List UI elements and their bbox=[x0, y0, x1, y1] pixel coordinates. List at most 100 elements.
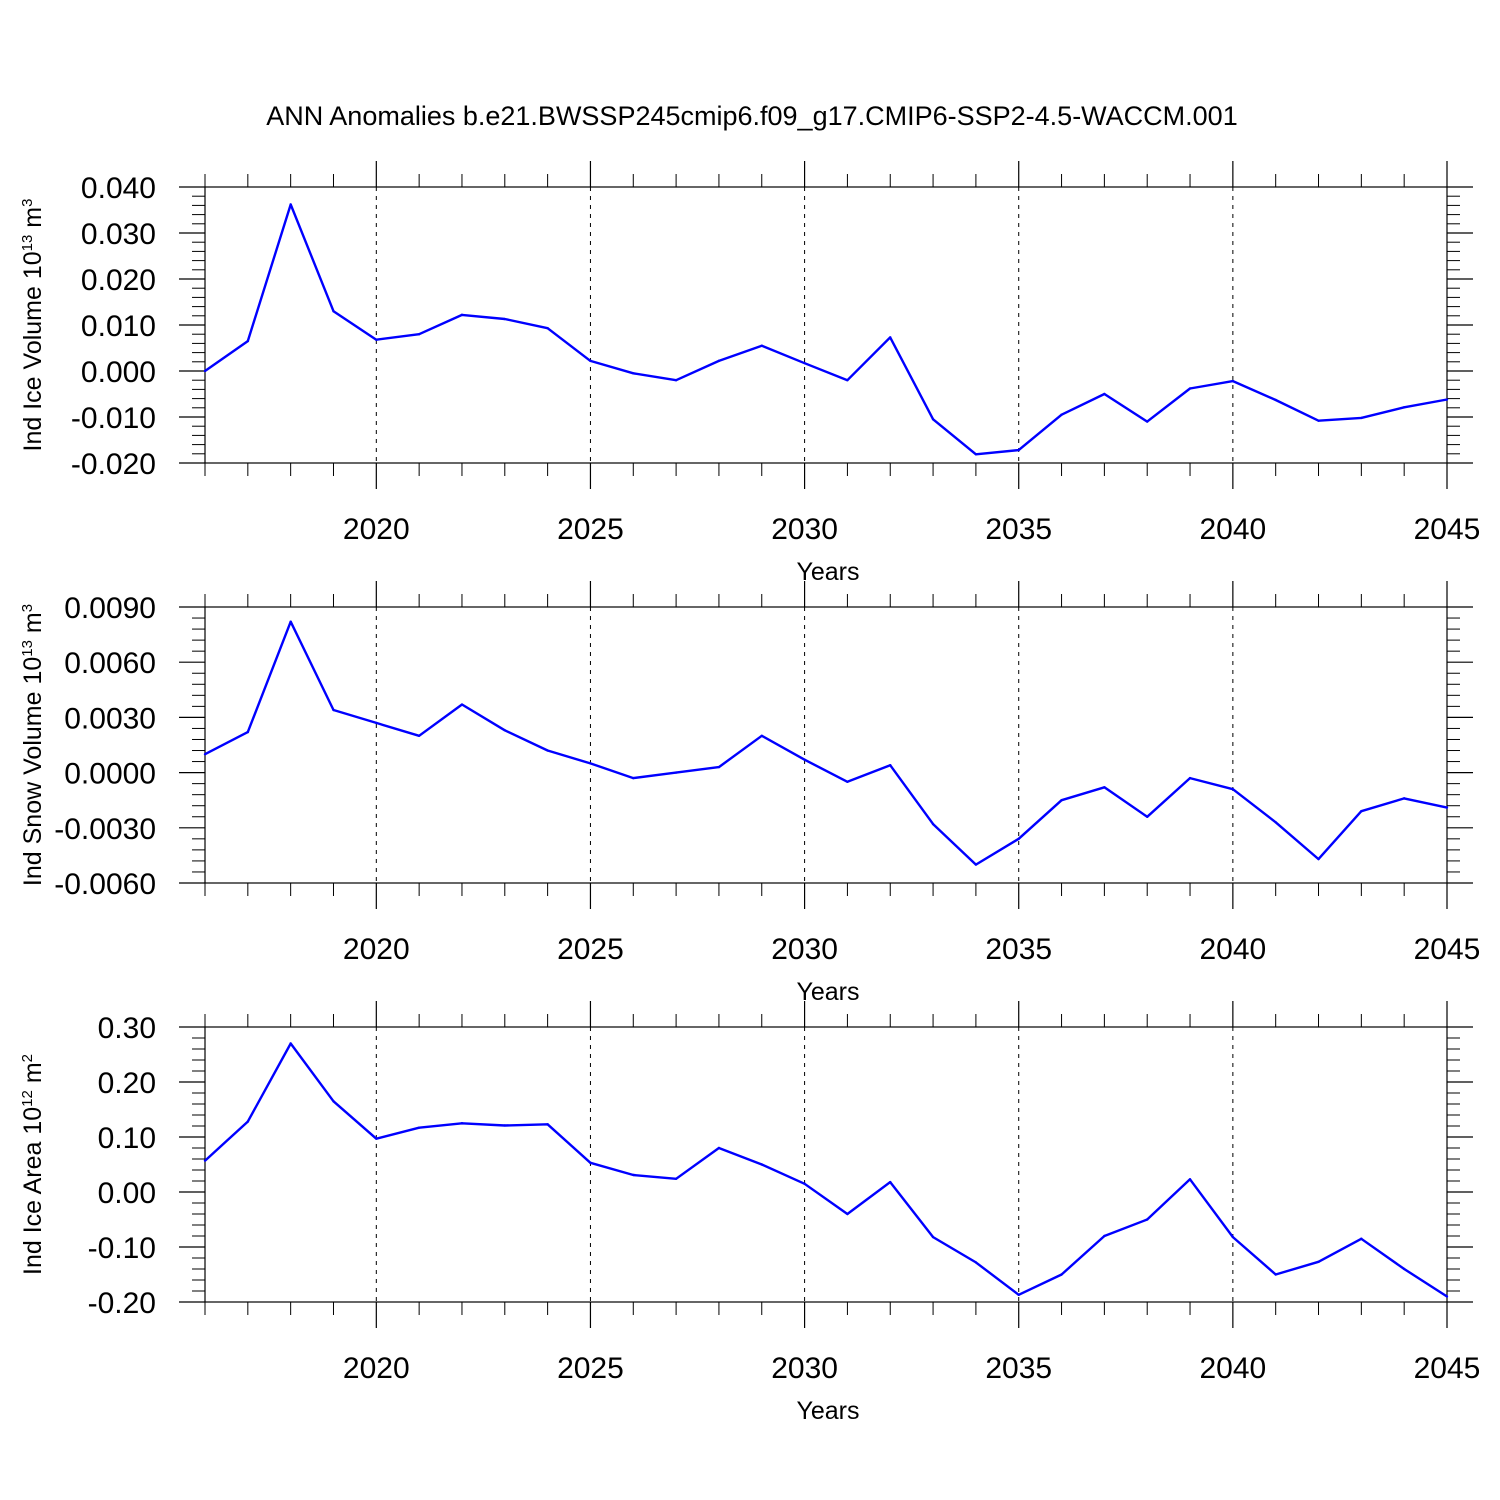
data-point-2038 bbox=[1146, 420, 1149, 423]
data-point-2017 bbox=[246, 730, 250, 734]
data-point-2023 bbox=[503, 729, 506, 732]
data-point-2042 bbox=[1317, 1260, 1320, 1264]
data-point-2037 bbox=[1103, 392, 1106, 396]
plot-frame bbox=[204, 186, 1448, 464]
ytick-label: 0.0030 bbox=[64, 702, 156, 735]
data-point-2035 bbox=[1017, 448, 1020, 452]
xtick-label: 2035 bbox=[985, 933, 1052, 966]
xtick-label: 2025 bbox=[557, 1352, 624, 1385]
data-point-2021 bbox=[417, 333, 421, 336]
data-point-2041 bbox=[1274, 1273, 1277, 1276]
data-point-2022 bbox=[460, 703, 464, 706]
data-point-2033 bbox=[931, 822, 935, 826]
data-point-2027 bbox=[674, 379, 678, 382]
data-point-2024 bbox=[546, 1123, 549, 1126]
y-axis-label-unit-exp: 3 bbox=[19, 604, 36, 612]
data-point-2036 bbox=[1060, 799, 1063, 802]
data-point-2039 bbox=[1188, 1178, 1192, 1181]
panel-3: -0.20 -0.10 0.00 0.10 0.20 0.30 2020 2025 2030 20… bbox=[19, 1001, 1480, 1425]
data-point-2021 bbox=[417, 734, 421, 737]
ytick-label: 0.040 bbox=[81, 172, 156, 205]
y-axis-label-base: Ind Snow Volume 10 bbox=[19, 657, 47, 886]
data-point-2039 bbox=[1188, 387, 1192, 390]
xtick-label: 2045 bbox=[1414, 1352, 1481, 1385]
xtick-label: 2020 bbox=[343, 933, 410, 966]
data-point-2032 bbox=[889, 336, 892, 339]
data-point-2035 bbox=[1017, 1293, 1020, 1297]
xtick-label: 2045 bbox=[1414, 933, 1481, 966]
y-axis-label-base: Ind Ice Area 10 bbox=[19, 1107, 47, 1275]
data-point-2042 bbox=[1317, 419, 1320, 422]
y-axis-label: Ind Ice Area 1012 m2 bbox=[19, 1054, 47, 1275]
data-point-2027 bbox=[674, 771, 678, 774]
data-point-2024 bbox=[546, 749, 549, 752]
ytick-label: 0.020 bbox=[81, 264, 156, 297]
data-point-2025 bbox=[589, 1161, 592, 1165]
data-point-2030 bbox=[803, 361, 806, 365]
data-point-2020 bbox=[375, 338, 378, 341]
data-point-2021 bbox=[417, 1126, 421, 1129]
data-point-2019 bbox=[332, 708, 335, 712]
data-point-2043 bbox=[1360, 1237, 1363, 1240]
panel-2: -0.0060 -0.0030 0.0000 0.0030 0.0060 0.0090 20… bbox=[19, 581, 1480, 1006]
data-point-2038 bbox=[1146, 815, 1149, 818]
data-point-2045 bbox=[1445, 1295, 1449, 1298]
data-point-2026 bbox=[632, 776, 635, 780]
data-point-2041 bbox=[1274, 398, 1277, 402]
data-point-2031 bbox=[846, 379, 849, 382]
y-axis-label-base: Ind Ice Volume 10 bbox=[19, 251, 47, 451]
data-point-2031 bbox=[846, 1212, 849, 1216]
data-point-2023 bbox=[503, 1124, 506, 1127]
xtick-label: 2025 bbox=[557, 933, 624, 966]
xtick-label: 2040 bbox=[1199, 933, 1266, 966]
data-point-2040 bbox=[1231, 1235, 1235, 1239]
xtick-label: 2035 bbox=[985, 513, 1052, 546]
data-point-2019 bbox=[332, 310, 335, 313]
x-axis-label: Years bbox=[796, 1397, 859, 1425]
xtick-label: 2045 bbox=[1414, 513, 1481, 546]
data-point-2018 bbox=[289, 620, 292, 623]
data-point-2030 bbox=[803, 1182, 806, 1185]
data-point-2044 bbox=[1402, 406, 1406, 409]
ytick-label: -0.020 bbox=[71, 448, 156, 481]
plot-frame bbox=[204, 606, 1448, 884]
data-point-2017 bbox=[246, 339, 250, 343]
y-axis-label-unit: m bbox=[19, 207, 47, 235]
data-point-2037 bbox=[1103, 1234, 1106, 1238]
data-point-2030 bbox=[803, 758, 806, 761]
y-axis-label-unit-exp: 3 bbox=[19, 199, 36, 207]
data-point-2022 bbox=[460, 1122, 464, 1125]
data-point-2020 bbox=[375, 721, 378, 725]
data-point-2045 bbox=[1445, 806, 1449, 809]
data-point-2044 bbox=[1402, 797, 1406, 800]
data-point-2016 bbox=[203, 369, 207, 373]
data-point-2038 bbox=[1146, 1218, 1149, 1221]
panel-1: -0.020 -0.010 0.000 0.010 0.020 0.030 0.040 202… bbox=[19, 161, 1480, 586]
xtick-label: 2030 bbox=[771, 1352, 838, 1385]
y-axis-label: Ind Ice Volume 1013 m3 bbox=[19, 199, 47, 452]
y-axis-label: Ind Snow Volume 1013 m3 bbox=[19, 604, 47, 886]
panels: -0.020 -0.010 0.000 0.010 0.020 0.030 0.040 202… bbox=[19, 161, 1480, 1425]
data-point-2017 bbox=[246, 1120, 250, 1123]
ytick-label: 0.0090 bbox=[64, 592, 156, 625]
data-point-2032 bbox=[889, 1180, 892, 1184]
ytick-label: 0.0060 bbox=[64, 647, 156, 680]
data-point-2029 bbox=[760, 1163, 763, 1166]
ytick-label: 0.030 bbox=[81, 218, 156, 251]
data-point-2035 bbox=[1017, 837, 1020, 841]
data-point-2024 bbox=[546, 327, 549, 330]
xtick-label: 2040 bbox=[1199, 1352, 1266, 1385]
data-point-2042 bbox=[1317, 857, 1320, 861]
series-line bbox=[204, 1042, 1448, 1298]
data-point-2027 bbox=[674, 1177, 678, 1181]
data-point-2025 bbox=[589, 359, 592, 363]
data-point-2028 bbox=[717, 765, 721, 769]
data-point-2029 bbox=[760, 734, 763, 737]
data-point-2044 bbox=[1402, 1267, 1406, 1271]
data-point-2033 bbox=[931, 1235, 935, 1239]
data-point-2020 bbox=[375, 1137, 378, 1140]
ytick-label: -0.20 bbox=[88, 1287, 156, 1320]
plot-frame bbox=[204, 1026, 1448, 1303]
xtick-label: 2020 bbox=[343, 513, 410, 546]
